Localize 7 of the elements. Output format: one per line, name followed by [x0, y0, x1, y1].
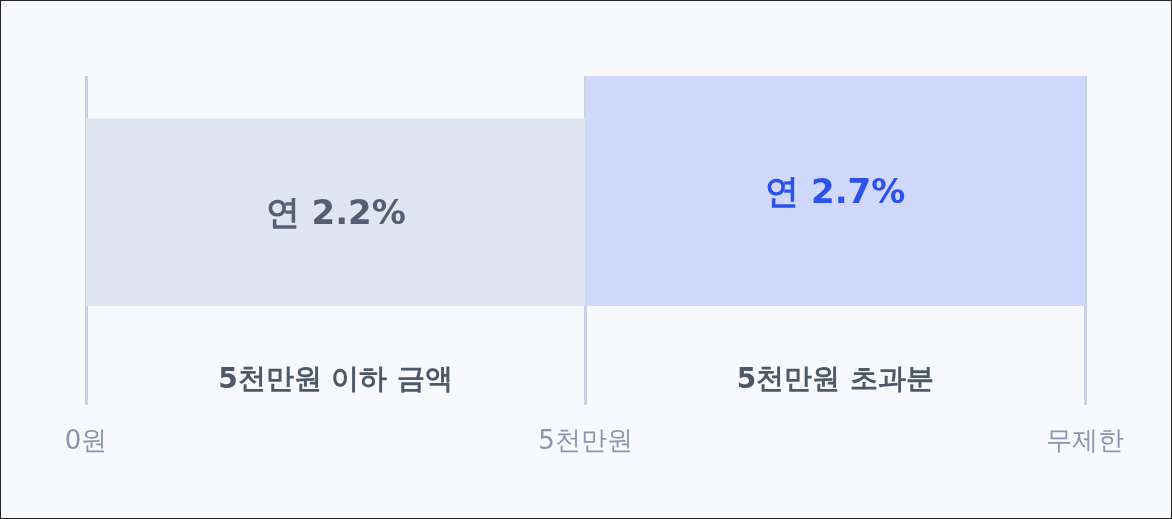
data-label: 연 2.2%: [265, 192, 406, 233]
text: 0원: [64, 425, 108, 455]
text: 무제한: [1046, 425, 1124, 455]
text: 5천만원: [538, 425, 633, 455]
data-label: 연 2.7%: [765, 171, 906, 211]
x-tick-label: 5천만원 초과분: [736, 361, 934, 395]
x-tick-label: 5천만원 이하 금액: [218, 361, 454, 395]
